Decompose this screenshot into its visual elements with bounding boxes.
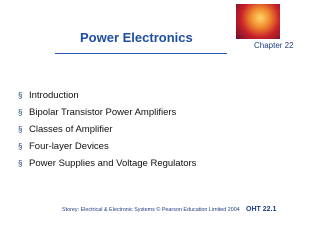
footer-page: OHT 22.1 — [246, 206, 277, 213]
bullet-text: Classes of Amplifier — [29, 124, 113, 135]
chapter-label: Chapter 22 — [254, 41, 294, 50]
slide-title: Power Electronics — [80, 30, 193, 45]
bullet-marker: § — [18, 125, 23, 134]
title-rule — [55, 53, 227, 54]
bullet-text: Power Supplies and Voltage Regulators — [29, 158, 197, 169]
header-image — [236, 4, 280, 39]
bullet-text: Bipolar Transistor Power Amplifiers — [29, 107, 177, 118]
bullet-marker: § — [18, 108, 23, 117]
footer-citation: Storey: Electrical & Electronic Systems … — [62, 207, 240, 213]
bullet-marker: § — [18, 142, 23, 151]
bullet-marker: § — [18, 91, 23, 100]
bullet-marker: § — [18, 159, 23, 168]
bullet-text: Four-layer Devices — [29, 141, 109, 152]
bullet-text: Introduction — [29, 90, 79, 101]
slide: Power Electronics Chapter 22 § Introducti… — [18, 4, 294, 213]
